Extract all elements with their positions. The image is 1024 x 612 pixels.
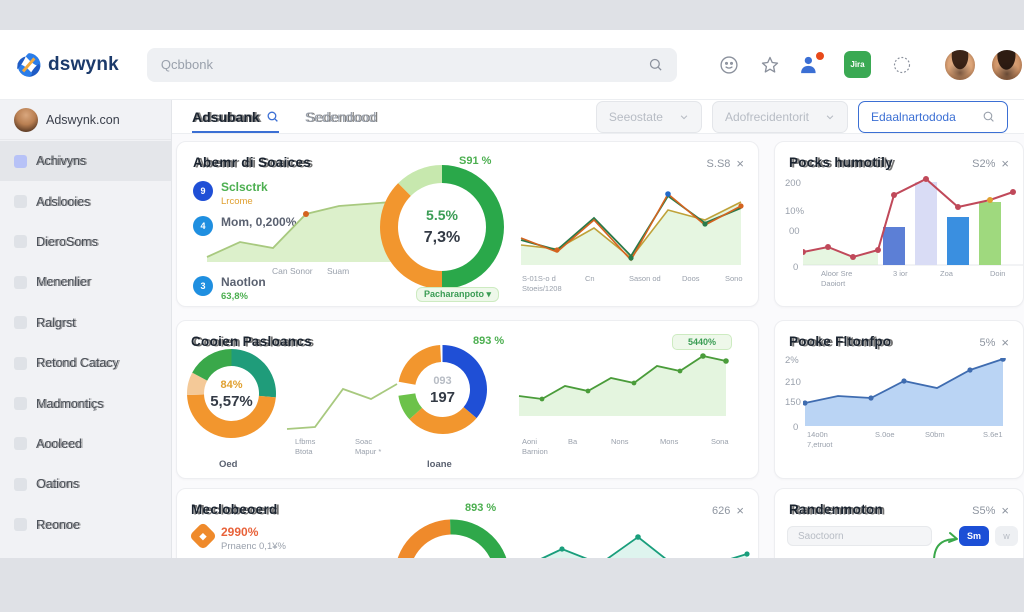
svg-text:7,3%: 7,3%: [424, 229, 460, 246]
svg-text:84%: 84%: [220, 379, 242, 391]
svg-text:5.5%: 5.5%: [426, 207, 458, 223]
svg-text:197: 197: [430, 389, 455, 406]
svg-text:093: 093: [433, 375, 451, 387]
svg-text:5,57%: 5,57%: [210, 393, 253, 410]
